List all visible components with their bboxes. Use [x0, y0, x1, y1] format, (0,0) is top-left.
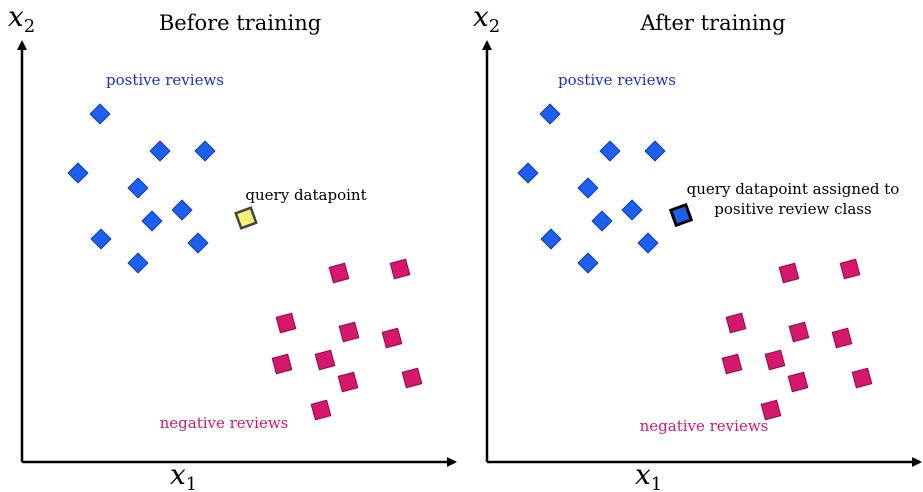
y-axis-label: x2: [8, 0, 35, 37]
positive-point: [517, 162, 539, 184]
query-label: query datapoint assigned to: [687, 180, 900, 198]
positive-point: [149, 140, 171, 162]
positive-label: postive reviews: [106, 71, 224, 89]
positive-point: [599, 140, 621, 162]
positive-point: [644, 140, 666, 162]
negative-point: [725, 312, 747, 334]
negative-point: [788, 321, 810, 343]
positive-point: [539, 103, 561, 125]
positive-label: postive reviews: [558, 71, 676, 89]
query-label: query datapoint: [245, 186, 366, 204]
subscript: 2: [489, 16, 500, 37]
symbol: x: [170, 458, 186, 491]
x-axis-label: x1: [635, 458, 662, 492]
positive-point: [127, 177, 149, 199]
panel-title: After training: [639, 11, 785, 35]
y-axis-label: x2: [473, 0, 500, 37]
symbol: x: [635, 458, 651, 491]
negative-point: [787, 371, 809, 393]
negative-point: [401, 367, 423, 389]
query-point: [668, 202, 694, 228]
panel-title: Before training: [159, 11, 321, 35]
negative-label: negative reviews: [640, 417, 769, 435]
negative-point: [760, 399, 782, 421]
negative-point: [778, 262, 800, 284]
positive-point: [637, 232, 659, 254]
negative-point: [271, 353, 293, 375]
negative-point: [275, 312, 297, 334]
positive-point: [194, 140, 216, 162]
positive-point: [127, 252, 149, 274]
positive-point: [141, 210, 163, 232]
negative-point: [328, 262, 350, 284]
negative-point: [381, 327, 403, 349]
positive-point: [540, 228, 562, 250]
positive-point: [171, 199, 193, 221]
positive-point: [187, 232, 209, 254]
negative-point: [310, 399, 332, 421]
positive-point: [89, 103, 111, 125]
negative-point: [851, 367, 873, 389]
negative-point: [389, 258, 411, 280]
negative-label: negative reviews: [160, 414, 289, 432]
query-label: positive review class: [714, 200, 871, 218]
subscript: 1: [186, 474, 197, 492]
query-point: [234, 206, 258, 230]
negative-point: [721, 353, 743, 375]
positive-point: [577, 177, 599, 199]
negative-point: [337, 371, 359, 393]
negative-point: [314, 349, 336, 371]
positive-point: [577, 252, 599, 274]
subscript: 2: [24, 16, 35, 37]
positive-point: [67, 162, 89, 184]
negative-point: [338, 321, 360, 343]
symbol: x: [473, 0, 489, 33]
negative-point: [764, 349, 786, 371]
positive-point: [90, 228, 112, 250]
negative-point: [831, 327, 853, 349]
positive-point: [621, 199, 643, 221]
symbol: x: [8, 0, 24, 33]
subscript: 1: [651, 474, 662, 492]
negative-point: [839, 258, 861, 280]
positive-point: [591, 210, 613, 232]
x-axis-label: x1: [170, 458, 197, 492]
